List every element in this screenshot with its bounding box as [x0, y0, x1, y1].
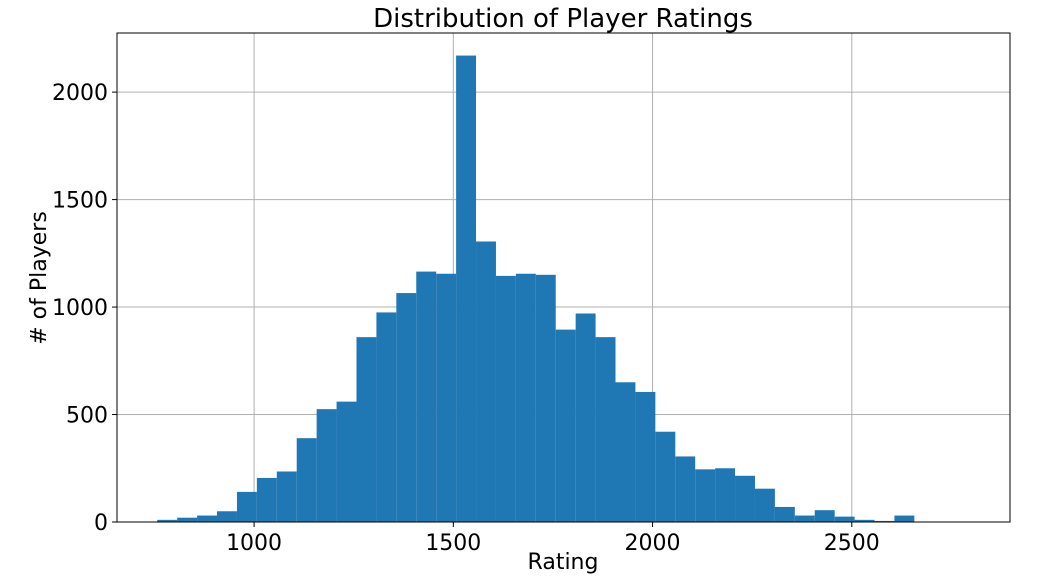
histogram-bar — [715, 468, 736, 522]
histogram-bar — [197, 515, 218, 522]
x-tick-label: 2000 — [625, 531, 681, 556]
histogram-bar — [575, 313, 596, 522]
histogram-bar — [794, 515, 815, 522]
y-tick-label: 1000 — [52, 296, 108, 321]
histogram-bar — [157, 519, 178, 522]
y-tick-label: 1500 — [52, 189, 108, 214]
histogram-bar — [236, 491, 257, 522]
ticks-layer: 1000 1500 2000 2500 0 500 1000 1500 2000 — [52, 81, 880, 556]
y-tick-label: 0 — [94, 511, 108, 536]
histogram-bar — [754, 488, 775, 522]
histogram-bar — [376, 312, 397, 522]
histogram-bar — [495, 275, 516, 522]
histogram-bar — [854, 519, 875, 522]
histogram-bar — [814, 510, 835, 522]
histogram-bar — [217, 511, 237, 522]
histogram-bar — [535, 274, 556, 522]
histogram-bar — [834, 516, 855, 522]
bars-layer — [157, 55, 915, 523]
histogram-bar — [416, 271, 437, 522]
y-axis-label: # of Players — [27, 211, 52, 345]
x-axis-label: Rating — [528, 550, 599, 575]
histogram-bar — [316, 409, 337, 522]
histogram-bar — [256, 477, 277, 522]
x-tick-label: 1500 — [425, 531, 481, 556]
chart-title: Distribution of Player Ratings — [373, 4, 753, 34]
y-tick-label: 500 — [66, 404, 108, 429]
histogram-bar — [894, 515, 915, 522]
histogram-bar — [356, 337, 377, 522]
x-tick-label: 1000 — [226, 531, 282, 556]
histogram-bar — [695, 469, 716, 522]
histogram-bar — [774, 506, 795, 522]
histogram-bar — [456, 55, 477, 523]
histogram-bar — [735, 475, 755, 522]
histogram-bar — [555, 329, 576, 522]
histogram-bar — [336, 401, 357, 522]
histogram-bar — [177, 517, 198, 522]
histogram-bar — [296, 438, 317, 522]
histogram-bar — [476, 241, 496, 522]
histogram-bar — [655, 431, 676, 522]
x-tick-label: 2500 — [824, 531, 880, 556]
histogram-bar — [276, 471, 297, 522]
histogram-bar — [874, 520, 895, 522]
histogram-bar — [675, 456, 696, 522]
histogram-bar — [396, 293, 417, 522]
histogram-bar — [515, 273, 536, 522]
y-tick-label: 2000 — [52, 81, 108, 106]
histogram-bar — [436, 273, 457, 522]
histogram-bar — [595, 337, 616, 522]
histogram-bar — [635, 391, 656, 522]
histogram-bar — [615, 382, 636, 522]
plot-frame — [116, 32, 1011, 523]
